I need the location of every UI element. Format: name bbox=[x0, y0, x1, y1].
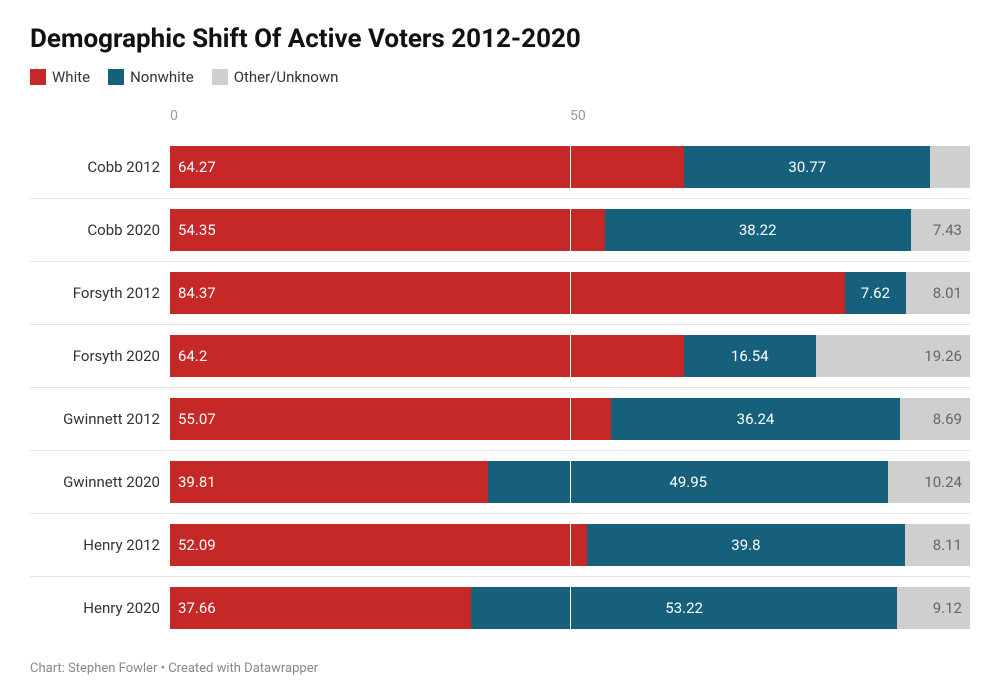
bar-segment-nonwhite: 30.77 bbox=[684, 146, 930, 188]
row-label: Gwinnett 2020 bbox=[30, 451, 170, 513]
bar-segment-other: 8.11 bbox=[905, 524, 970, 566]
table-row: Cobb 201264.2730.77 bbox=[30, 136, 970, 198]
axis-tick-50: 50 bbox=[570, 108, 586, 124]
bar-segment-white: 54.35 bbox=[170, 209, 605, 251]
row-label: Henry 2012 bbox=[30, 514, 170, 576]
bar-segment-other: 10.24 bbox=[888, 461, 970, 503]
legend-swatch-other bbox=[212, 69, 228, 85]
bar-segment-nonwhite: 53.22 bbox=[471, 587, 897, 629]
table-row: Henry 202037.6653.229.12 bbox=[30, 576, 970, 639]
table-row: Forsyth 202064.216.5419.26 bbox=[30, 324, 970, 387]
bar-track: 84.377.628.01 bbox=[170, 272, 970, 314]
row-label: Forsyth 2012 bbox=[30, 262, 170, 324]
legend-label: Other/Unknown bbox=[234, 68, 339, 86]
bar-segment-nonwhite: 36.24 bbox=[611, 398, 901, 440]
legend-item-white: White bbox=[30, 68, 90, 86]
bar-segment-white: 39.81 bbox=[170, 461, 488, 503]
row-label: Cobb 2020 bbox=[30, 199, 170, 261]
x-axis: 0 50 bbox=[170, 108, 970, 130]
bar-track: 54.3538.227.43 bbox=[170, 209, 970, 251]
bar-segment-white: 64.2 bbox=[170, 335, 684, 377]
row-label: Cobb 2012 bbox=[30, 136, 170, 198]
bar-track: 64.2730.77 bbox=[170, 146, 970, 188]
legend-item-other: Other/Unknown bbox=[212, 68, 339, 86]
bar-segment-white: 52.09 bbox=[170, 524, 587, 566]
row-label: Henry 2020 bbox=[30, 577, 170, 639]
bar-segment-nonwhite: 38.22 bbox=[605, 209, 911, 251]
bar-segment-nonwhite: 7.62 bbox=[845, 272, 906, 314]
bar-segment-nonwhite: 16.54 bbox=[684, 335, 816, 377]
bar-track: 64.216.5419.26 bbox=[170, 335, 970, 377]
bar-segment-white: 64.27 bbox=[170, 146, 684, 188]
bar-segment-other: 19.26 bbox=[816, 335, 970, 377]
row-label: Forsyth 2020 bbox=[30, 325, 170, 387]
bar-rows: Cobb 201264.2730.77Cobb 202054.3538.227.… bbox=[30, 136, 970, 639]
bar-segment-nonwhite: 39.8 bbox=[587, 524, 905, 566]
axis-tick-0: 0 bbox=[170, 108, 178, 124]
bar-segment-white: 84.37 bbox=[170, 272, 845, 314]
legend-swatch-white bbox=[30, 69, 46, 85]
bar-track: 55.0736.248.69 bbox=[170, 398, 970, 440]
legend: White Nonwhite Other/Unknown bbox=[30, 68, 970, 86]
bar-track: 37.6653.229.12 bbox=[170, 587, 970, 629]
bar-segment-other: 8.69 bbox=[900, 398, 970, 440]
bar-segment-other bbox=[930, 146, 970, 188]
bar-segment-other: 9.12 bbox=[897, 587, 970, 629]
table-row: Gwinnett 202039.8149.9510.24 bbox=[30, 450, 970, 513]
bar-segment-other: 8.01 bbox=[906, 272, 970, 314]
bar-track: 39.8149.9510.24 bbox=[170, 461, 970, 503]
bar-segment-nonwhite: 49.95 bbox=[488, 461, 888, 503]
chart-title: Demographic Shift Of Active Voters 2012-… bbox=[30, 24, 970, 54]
table-row: Gwinnett 201255.0736.248.69 bbox=[30, 387, 970, 450]
bar-segment-white: 55.07 bbox=[170, 398, 611, 440]
legend-item-nonwhite: Nonwhite bbox=[108, 68, 194, 86]
table-row: Forsyth 201284.377.628.01 bbox=[30, 261, 970, 324]
chart-area: 0 50 Cobb 201264.2730.77Cobb 202054.3538… bbox=[30, 108, 970, 639]
legend-swatch-nonwhite bbox=[108, 69, 124, 85]
row-label: Gwinnett 2012 bbox=[30, 388, 170, 450]
chart-footer: Chart: Stephen Fowler • Created with Dat… bbox=[30, 661, 970, 676]
table-row: Henry 201252.0939.88.11 bbox=[30, 513, 970, 576]
bar-segment-other: 7.43 bbox=[911, 209, 970, 251]
legend-label: White bbox=[52, 68, 90, 86]
bar-segment-white: 37.66 bbox=[170, 587, 471, 629]
bar-track: 52.0939.88.11 bbox=[170, 524, 970, 566]
legend-label: Nonwhite bbox=[130, 68, 194, 86]
table-row: Cobb 202054.3538.227.43 bbox=[30, 198, 970, 261]
